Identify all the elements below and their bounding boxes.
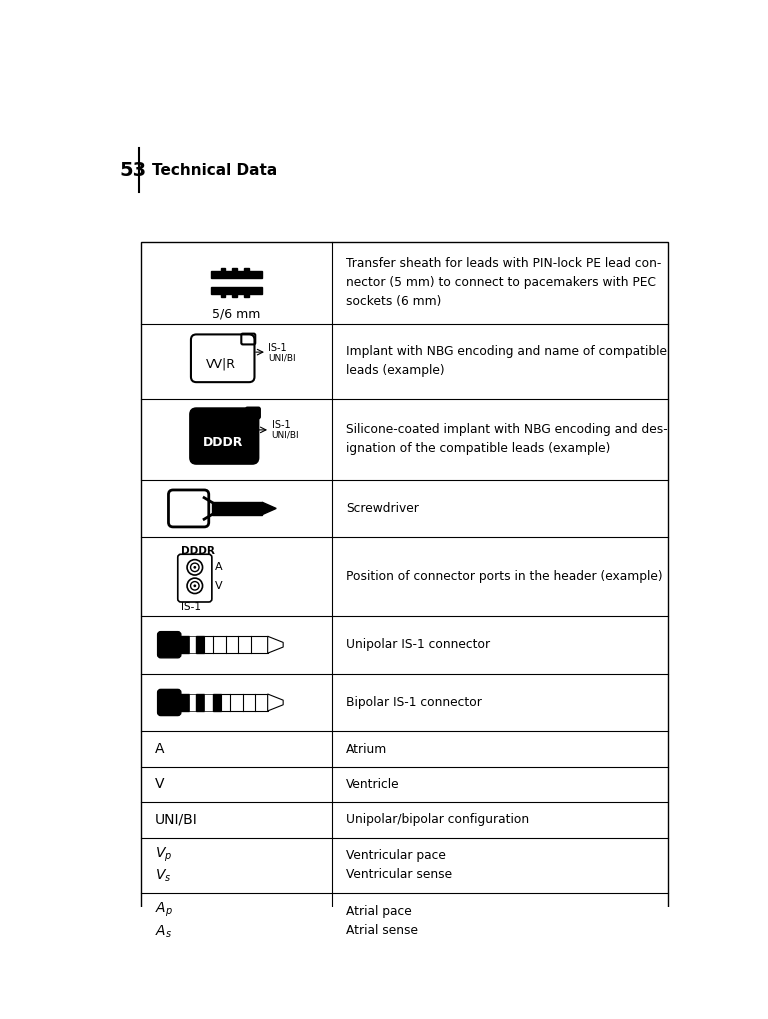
Bar xyxy=(220,294,226,298)
Text: A: A xyxy=(155,742,164,756)
Text: V: V xyxy=(215,581,223,591)
Text: $V_s$: $V_s$ xyxy=(155,868,171,884)
Text: UNI/BI: UNI/BI xyxy=(272,431,300,440)
Text: DDDR: DDDR xyxy=(180,546,215,556)
Bar xyxy=(220,268,226,271)
Bar xyxy=(197,636,204,653)
Text: Atrial pace
Atrial sense: Atrial pace Atrial sense xyxy=(346,905,419,936)
Text: DDDR: DDDR xyxy=(204,436,243,448)
Text: Unipolar IS-1 connector: Unipolar IS-1 connector xyxy=(346,638,491,651)
Circle shape xyxy=(194,585,196,587)
Bar xyxy=(204,636,268,653)
Bar xyxy=(211,271,262,278)
Bar xyxy=(214,694,221,711)
Polygon shape xyxy=(262,502,276,515)
Bar xyxy=(211,287,262,294)
Text: Technical Data: Technical Data xyxy=(152,162,277,177)
Polygon shape xyxy=(268,694,283,711)
Text: IS-1: IS-1 xyxy=(180,601,201,611)
Bar xyxy=(244,268,249,271)
FancyBboxPatch shape xyxy=(246,408,260,419)
Polygon shape xyxy=(268,636,283,653)
Text: A: A xyxy=(215,562,223,573)
Text: Ventricular pace
Ventricular sense: Ventricular pace Ventricular sense xyxy=(346,849,452,881)
Bar xyxy=(204,694,214,711)
Text: IS-1: IS-1 xyxy=(269,342,287,353)
Text: Implant with NBG encoding and name of compatible
leads (example): Implant with NBG encoding and name of co… xyxy=(346,345,667,377)
Text: 53: 53 xyxy=(119,161,147,179)
Text: Bipolar IS-1 connector: Bipolar IS-1 connector xyxy=(346,696,482,709)
Bar xyxy=(212,502,262,515)
Circle shape xyxy=(194,566,196,569)
Bar xyxy=(233,294,237,298)
Text: Position of connector ports in the header (example): Position of connector ports in the heade… xyxy=(346,570,663,583)
FancyBboxPatch shape xyxy=(157,690,180,715)
Text: VV|R: VV|R xyxy=(206,358,237,370)
Bar xyxy=(244,294,249,298)
Text: IS-1: IS-1 xyxy=(272,420,290,430)
Text: $A_p$: $A_p$ xyxy=(155,901,173,919)
Bar xyxy=(141,242,668,949)
Text: $V_p$: $V_p$ xyxy=(155,846,172,864)
Text: Silicone-coated implant with NBG encoding and des-
ignation of the compatible le: Silicone-coated implant with NBG encodin… xyxy=(346,423,668,455)
FancyBboxPatch shape xyxy=(157,632,180,658)
Text: 5/6 mm: 5/6 mm xyxy=(213,308,261,320)
Text: V: V xyxy=(155,777,164,792)
Text: Ventricle: Ventricle xyxy=(346,777,400,791)
Text: Screwdriver: Screwdriver xyxy=(346,502,419,515)
Bar xyxy=(177,694,189,711)
FancyBboxPatch shape xyxy=(190,409,258,464)
Text: Unipolar/bipolar configuration: Unipolar/bipolar configuration xyxy=(346,813,529,826)
Bar xyxy=(233,268,237,271)
Bar xyxy=(221,694,268,711)
Text: UNI/BI: UNI/BI xyxy=(269,353,296,362)
Text: Transfer sheath for leads with PIN-lock PE lead con-
nector (5 mm) to connect to: Transfer sheath for leads with PIN-lock … xyxy=(346,258,662,309)
Bar xyxy=(189,636,197,653)
Text: UNI/BI: UNI/BI xyxy=(155,813,197,826)
Bar xyxy=(197,694,204,711)
Text: Atrium: Atrium xyxy=(346,743,388,755)
Bar xyxy=(189,694,197,711)
Bar xyxy=(177,636,189,653)
Text: $A_s$: $A_s$ xyxy=(155,923,172,940)
